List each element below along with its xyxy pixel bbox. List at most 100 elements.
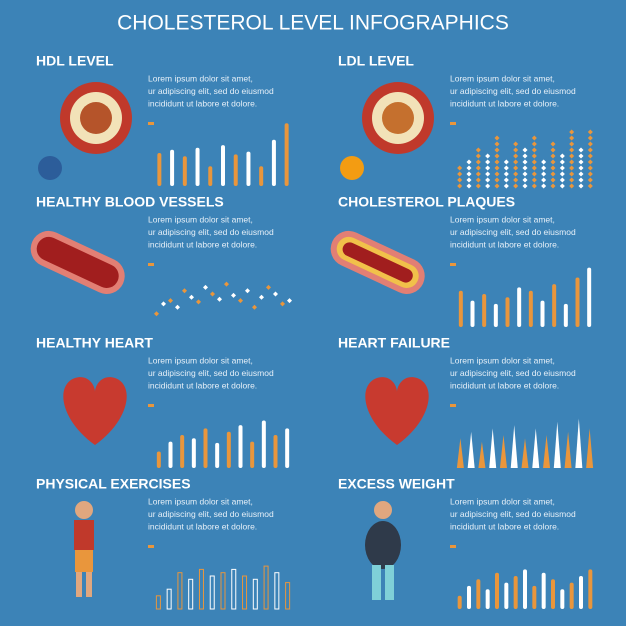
diamond — [457, 183, 463, 189]
panel-text: incididunt ut labore et dolore. — [450, 521, 559, 531]
diamond — [494, 159, 500, 165]
diamond — [522, 165, 528, 171]
dot — [203, 284, 208, 290]
panel-text: ur adipiscing elit, sed do eiusmod — [450, 509, 576, 519]
panel-heading: HEALTHY HEART — [36, 335, 153, 351]
diamond — [522, 159, 528, 165]
bar — [182, 156, 187, 186]
diamond — [531, 165, 537, 171]
diamond — [587, 183, 593, 189]
diamond — [569, 135, 575, 141]
bar — [563, 303, 568, 327]
diamond — [475, 153, 481, 159]
mini-chart — [156, 420, 290, 468]
diamond — [569, 165, 575, 171]
diamond — [550, 153, 556, 159]
diamond — [494, 171, 500, 177]
diamond-column — [457, 165, 463, 189]
diamond — [550, 165, 556, 171]
outline-bar — [231, 568, 237, 610]
diamond-column — [559, 153, 565, 189]
panel-text: incididunt ut labore et dolore. — [148, 521, 257, 531]
outline-bar — [220, 572, 226, 610]
bar — [238, 425, 243, 468]
panel-text: Lorem ipsum dolor sit amet, — [148, 496, 253, 506]
equals-mark — [148, 404, 154, 407]
equals-mark — [148, 263, 154, 266]
equals-mark — [450, 263, 456, 266]
panel-text: incididunt ut labore et dolore. — [450, 98, 559, 108]
spike — [489, 428, 497, 468]
diamond — [503, 183, 509, 189]
diamond — [559, 159, 565, 165]
diamond-column — [550, 141, 556, 189]
diamond — [522, 183, 528, 189]
diamond — [494, 147, 500, 153]
bar — [541, 572, 546, 609]
diamond — [569, 171, 575, 177]
diamond — [485, 159, 491, 165]
panel-text: ur adipiscing elit, sed do eiusmod — [148, 509, 274, 519]
diamond — [550, 141, 556, 147]
diamond — [475, 159, 481, 165]
diamond — [485, 171, 491, 177]
outline-bar — [155, 595, 161, 610]
bar — [485, 589, 490, 609]
diamond — [541, 183, 547, 189]
equals-mark — [450, 404, 456, 407]
dot — [196, 299, 201, 305]
bar — [560, 589, 565, 609]
equals-mark — [450, 122, 456, 125]
spike — [499, 435, 507, 468]
bar — [221, 145, 225, 186]
spike — [586, 428, 594, 468]
bar — [504, 582, 509, 609]
equals-mark — [148, 122, 154, 125]
panel-heading: HEALTHY BLOOD VESSELS — [36, 194, 224, 210]
outline-bar — [263, 565, 269, 610]
dot — [182, 288, 187, 294]
diamond — [569, 177, 575, 183]
diamond — [559, 171, 565, 177]
equals-mark — [450, 545, 456, 548]
diamond — [494, 165, 500, 171]
bar — [180, 435, 185, 468]
diamond — [513, 159, 519, 165]
bar — [470, 300, 475, 327]
panel-heading: CHOLESTEROL PLAQUES — [338, 194, 515, 210]
bar — [285, 428, 290, 468]
bar — [259, 166, 264, 186]
diamond — [522, 171, 528, 177]
mini-chart — [155, 565, 291, 610]
dot — [189, 294, 194, 300]
panel-text: Lorem ipsum dolor sit amet, — [450, 496, 555, 506]
diamond-column — [522, 147, 528, 189]
panel-text: ur adipiscing elit, sed do eiusmod — [148, 368, 274, 378]
diamond-column — [494, 135, 500, 189]
diamond — [541, 159, 547, 165]
panel-text: Lorem ipsum dolor sit amet, — [148, 355, 253, 365]
bar — [579, 576, 583, 609]
dot — [245, 288, 250, 294]
panel-text: Lorem ipsum dolor sit amet, — [450, 355, 555, 365]
diamond — [475, 147, 481, 153]
diamond — [466, 165, 472, 171]
panel-text: ur adipiscing elit, sed do eiusmod — [450, 227, 576, 237]
panel-text: Lorem ipsum dolor sit amet, — [450, 214, 555, 224]
diamond — [466, 183, 472, 189]
panel-text: ur adipiscing elit, sed do eiusmod — [148, 227, 274, 237]
diamond — [531, 177, 537, 183]
bar — [215, 442, 220, 468]
bar — [168, 441, 173, 468]
dot — [175, 304, 180, 310]
diamond — [457, 171, 463, 177]
diamond — [531, 135, 537, 141]
dot — [210, 291, 215, 297]
spike — [543, 435, 551, 468]
diamond — [531, 159, 537, 165]
diamond — [550, 183, 556, 189]
bar — [528, 290, 533, 327]
bar — [284, 123, 289, 186]
diamond — [578, 171, 584, 177]
